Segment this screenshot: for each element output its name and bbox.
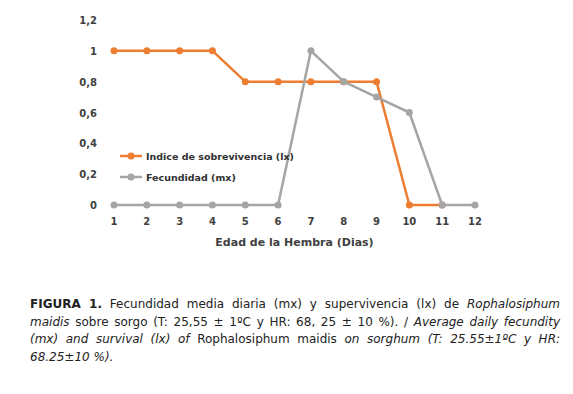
series-marker xyxy=(373,78,380,85)
series-marker xyxy=(439,202,446,209)
x-axis-label: Edad de la Hembra (Dias) xyxy=(215,236,373,249)
series-marker xyxy=(111,47,118,54)
x-tick-label: 11 xyxy=(435,216,449,227)
x-tick-label: 7 xyxy=(307,216,314,227)
y-tick-label: 1 xyxy=(90,46,97,57)
y-tick-label: 0,8 xyxy=(79,77,97,88)
series-marker xyxy=(340,78,347,85)
series-marker xyxy=(406,202,413,209)
caption-text: Fecundidad media diaria (mx) y supervive… xyxy=(102,297,467,311)
x-tick-label: 2 xyxy=(143,216,150,227)
series-marker xyxy=(242,78,249,85)
series-marker xyxy=(209,202,216,209)
x-tick-label: 4 xyxy=(209,216,216,227)
y-tick-label: 0,6 xyxy=(79,108,97,119)
series-group xyxy=(111,47,479,208)
series-marker xyxy=(242,202,249,209)
legend-marker xyxy=(128,174,135,181)
series-marker xyxy=(111,202,118,209)
y-tick-label: 1,2 xyxy=(79,15,97,26)
legend-label: Indice de sobrevivencia (lx) xyxy=(146,151,294,162)
series-marker xyxy=(143,47,150,54)
series-marker xyxy=(275,202,282,209)
x-tick-label: 9 xyxy=(373,216,380,227)
x-tick-label: 10 xyxy=(402,216,416,227)
series-marker xyxy=(307,78,314,85)
y-tick-label: 0 xyxy=(90,200,97,211)
series-marker xyxy=(176,202,183,209)
caption-text: Rophalosiphum maidis xyxy=(197,332,337,346)
series-line xyxy=(114,51,475,205)
x-tick-label: 6 xyxy=(275,216,282,227)
x-tick-label: 1 xyxy=(111,216,118,227)
series-marker xyxy=(472,202,479,209)
x-tick-label: 12 xyxy=(468,216,482,227)
x-tick-label: 3 xyxy=(176,216,183,227)
caption: FIGURA 1. Fecundidad media diaria (mx) y… xyxy=(30,296,560,366)
series-marker xyxy=(439,202,446,209)
y-tick-label: 0,2 xyxy=(79,169,97,180)
x-tick-label: 5 xyxy=(242,216,249,227)
caption-text: FIGURA 1. xyxy=(30,297,102,311)
chart: 00,20,40,60,811,2123456789101112Edad de … xyxy=(0,0,573,290)
caption-text: sobre sorgo (T: 25,55 ± 1ºC y HR: 68, 25… xyxy=(70,315,414,329)
series-line xyxy=(114,51,442,205)
series-marker xyxy=(209,47,216,54)
y-tick-label: 0,4 xyxy=(79,138,97,149)
series-marker xyxy=(373,94,380,101)
legend-marker xyxy=(128,153,135,160)
legend-label: Fecundidad (mx) xyxy=(146,172,236,183)
x-tick-label: 8 xyxy=(340,216,347,227)
series-marker xyxy=(176,47,183,54)
series-marker xyxy=(275,78,282,85)
series-marker xyxy=(307,47,314,54)
series-marker xyxy=(406,109,413,116)
series-marker xyxy=(143,202,150,209)
series-marker xyxy=(340,78,347,85)
